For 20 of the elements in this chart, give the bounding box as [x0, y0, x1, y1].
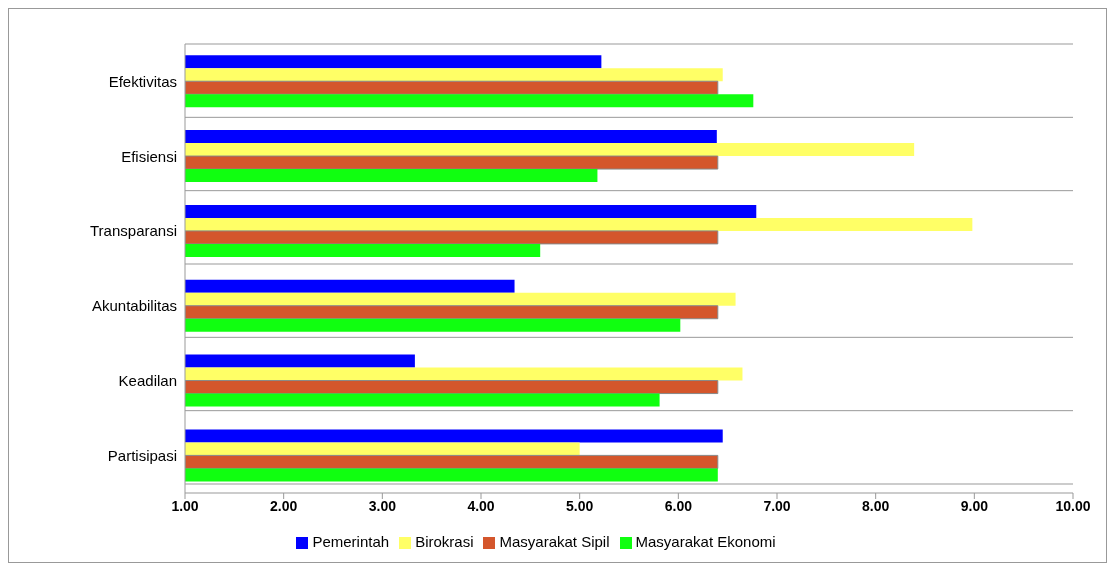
- x-tick-label: 3.00: [368, 497, 397, 514]
- y-tick-label: Transparansi: [90, 222, 177, 240]
- x-tick-label: 2.00: [270, 497, 298, 514]
- x-tick-label: 5.00: [566, 497, 594, 514]
- legend-label: Masyarakat Sipil: [499, 533, 610, 550]
- y-tick-label: Efisiensi: [121, 147, 177, 165]
- y-tick-label: Akuntabilitas: [91, 297, 177, 315]
- x-tick-label: 7.00: [763, 497, 791, 514]
- y-tick-label: Efektivitas: [108, 72, 177, 90]
- x-tick-label: 8.00: [862, 497, 890, 514]
- x-tick-label: 6.00: [664, 497, 693, 514]
- x-tick-label: 10.00: [1055, 497, 1091, 514]
- x-tick-label: 4.00: [467, 497, 495, 514]
- legend-label: Pemerintah: [312, 533, 390, 550]
- y-tick-label: Keadilan: [118, 372, 177, 390]
- legend-label: Masyarakat Ekonomi: [635, 533, 776, 550]
- y-tick-label: Partisipasi: [107, 446, 177, 464]
- x-tick-label: 1.00: [171, 497, 199, 514]
- legend-label: Birokrasi: [415, 533, 474, 550]
- x-tick-label: 9.00: [960, 497, 989, 514]
